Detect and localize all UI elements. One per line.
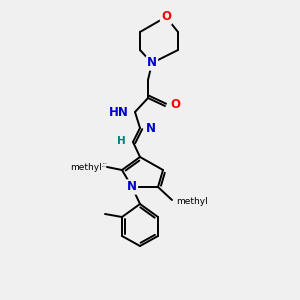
- Text: O: O: [170, 98, 180, 112]
- Text: methyl: methyl: [103, 162, 107, 164]
- Text: N: N: [147, 56, 157, 70]
- Text: methyl: methyl: [102, 165, 106, 166]
- Text: N: N: [146, 122, 156, 134]
- Text: HN: HN: [109, 106, 129, 118]
- Text: O: O: [161, 11, 171, 23]
- Text: H: H: [117, 136, 126, 146]
- Text: methyl: methyl: [176, 196, 208, 206]
- Text: N: N: [127, 181, 137, 194]
- Text: methyl: methyl: [70, 163, 102, 172]
